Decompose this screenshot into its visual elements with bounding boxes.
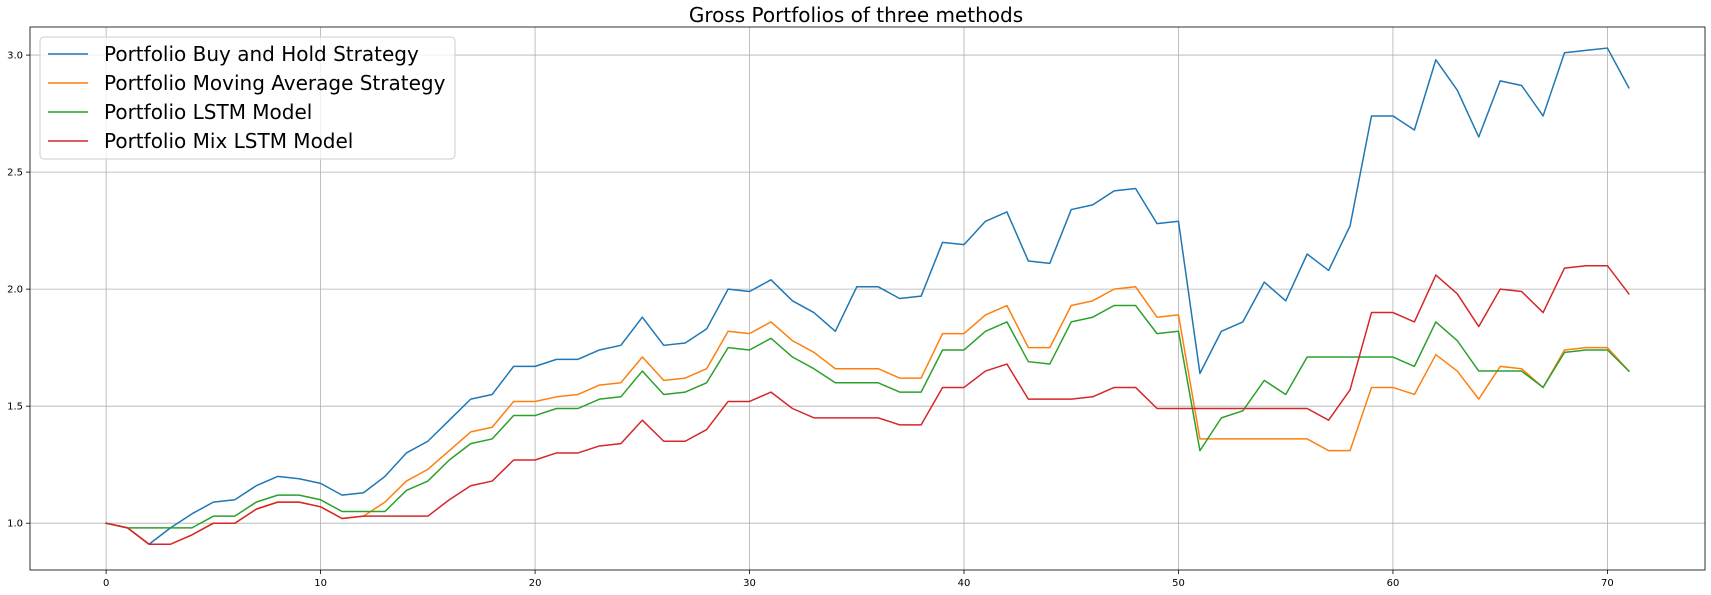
- series-line-2: [105, 286, 1630, 545]
- y-tick-label: 1.5: [7, 402, 23, 413]
- x-tick-label: 60: [1387, 578, 1400, 589]
- legend-box: [39, 36, 456, 160]
- grid: [30, 27, 1705, 570]
- x-tick-label: 20: [529, 578, 542, 589]
- plot-frame: [29, 26, 1706, 571]
- x-tick-label: 0: [103, 578, 109, 589]
- y-tick-label: 3.0: [7, 51, 23, 62]
- series-line-3: [105, 304, 1630, 529]
- x-tick-label: 50: [1172, 578, 1185, 589]
- series-lines: [105, 47, 1630, 545]
- y-tick-label: 2.5: [7, 168, 23, 179]
- x-tick-label: 40: [958, 578, 971, 589]
- legend-label: Portfolio LSTM Model: [104, 100, 312, 124]
- x-tick-label: 30: [743, 578, 756, 589]
- legend-label: Portfolio Moving Average Strategy: [104, 71, 446, 95]
- legend: Portfolio Buy and Hold Strategy Portfolio…: [39, 36, 456, 160]
- x-tick-label: 70: [1601, 578, 1614, 589]
- series-line-1: [105, 47, 1630, 545]
- x-tick-label: 10: [314, 578, 327, 589]
- axis-ticks: 0 10 20 30 40 50 60 70 1.0 1.5 2.0 2.5 3.0: [7, 51, 1614, 589]
- y-tick-label: 1.0: [7, 519, 23, 530]
- legend-label: Portfolio Mix LSTM Model: [104, 129, 353, 153]
- chart-title: Gross Portfolios of three methods: [689, 3, 1023, 27]
- y-tick-label: 2.0: [7, 285, 23, 296]
- legend-label: Portfolio Buy and Hold Strategy: [104, 42, 419, 66]
- series-line-4: [105, 264, 1630, 545]
